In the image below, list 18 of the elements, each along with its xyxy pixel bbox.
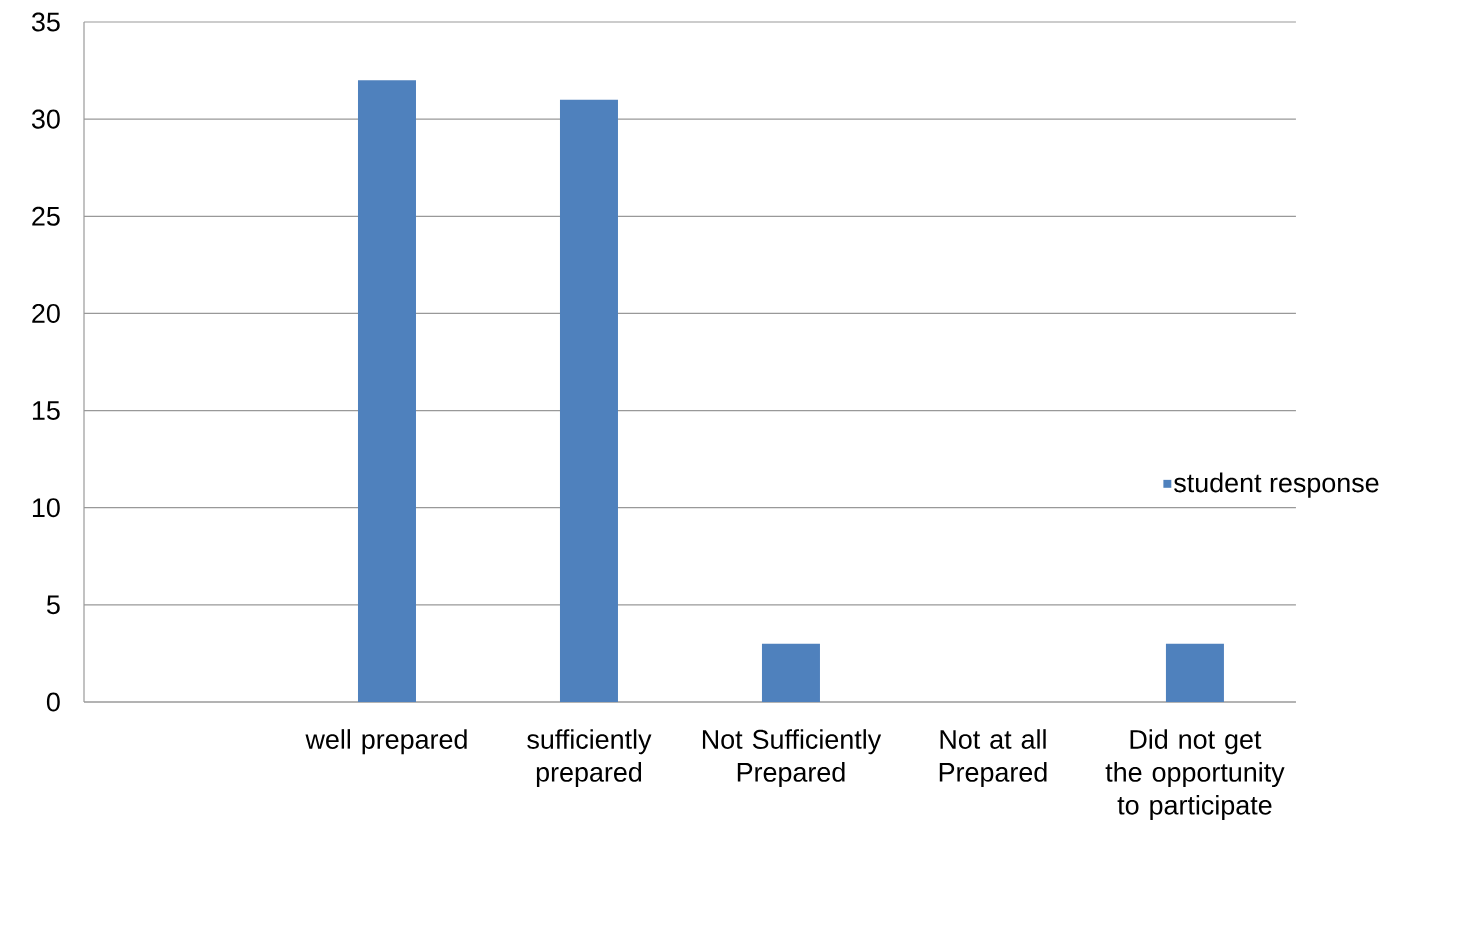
x-tick-label: Not Sufficiently Prepared (702, 729, 882, 788)
y-tick-label: 5 (46, 595, 60, 615)
y-tick-label: 35 (31, 12, 60, 32)
y-tick-label: 20 (32, 303, 60, 323)
y-tick-label: 0 (46, 692, 60, 712)
y-tick-label: 15 (32, 401, 60, 420)
y-tick-label: 25 (32, 206, 60, 226)
y-tick-label: 30 (31, 109, 60, 129)
bar (357, 80, 416, 702)
bar (1165, 643, 1224, 702)
x-tick-label: well prepared (305, 729, 467, 755)
x-tick-label: Not at all Prepared (939, 729, 1047, 788)
bar (761, 643, 820, 702)
y-tick-label: 10 (32, 498, 60, 518)
bar (559, 99, 618, 702)
x-tick-label: sufficiently prepared (527, 729, 652, 788)
x-tick-label: Did not get the opportunity to participate (1105, 729, 1285, 820)
legend-label: student response (1174, 472, 1379, 498)
